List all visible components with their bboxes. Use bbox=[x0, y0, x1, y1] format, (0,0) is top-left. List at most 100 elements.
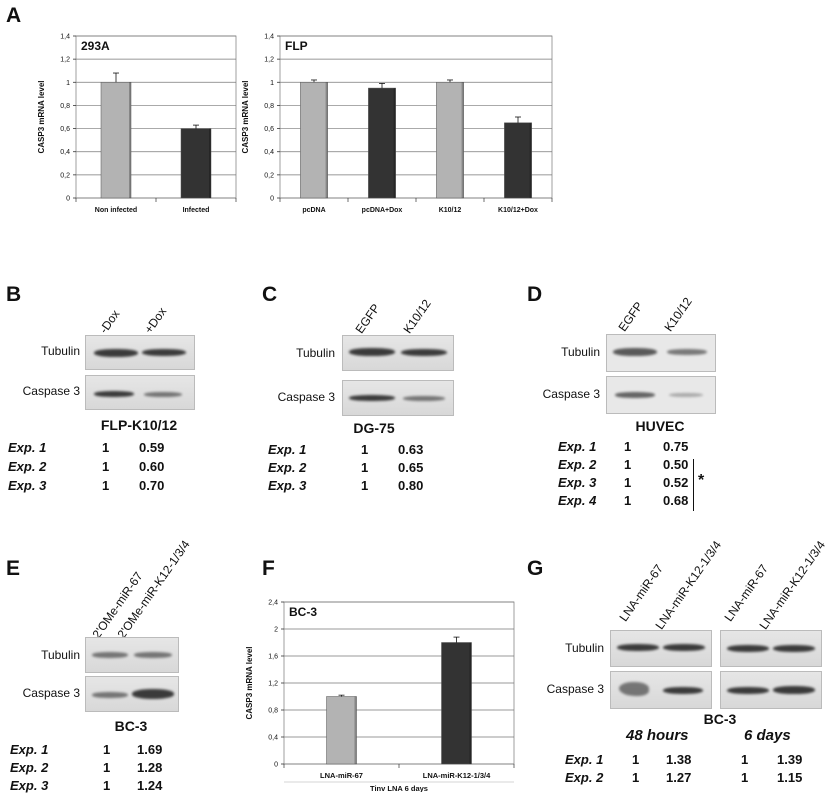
bar-shade bbox=[325, 82, 328, 198]
control-value: 1 bbox=[632, 770, 640, 785]
blot-band bbox=[349, 348, 395, 356]
y-tick-label: 1 bbox=[270, 80, 274, 87]
blot-strip bbox=[85, 676, 179, 712]
control-value: 1 bbox=[632, 752, 640, 767]
blot-row-label: Caspase 3 bbox=[22, 686, 80, 700]
blot-band bbox=[667, 349, 707, 355]
blot-band bbox=[403, 396, 445, 401]
x-tick-label: LNA-miR-67 bbox=[320, 771, 363, 780]
bar bbox=[100, 82, 132, 199]
ratio-value: 1.24 bbox=[137, 778, 163, 793]
exp-label: Exp. 1 bbox=[558, 439, 597, 454]
chart-title: 293A bbox=[81, 39, 110, 53]
y-tick-label: 0,6 bbox=[264, 126, 274, 133]
lane-label: -Dox bbox=[96, 307, 123, 336]
exp-label: Exp. 3 bbox=[10, 778, 49, 793]
blot-strip bbox=[610, 630, 712, 667]
bar bbox=[180, 128, 212, 199]
blot-band bbox=[615, 392, 655, 398]
exp-label: Exp. 4 bbox=[558, 493, 597, 508]
blot-band bbox=[617, 644, 659, 651]
exp-label: Exp. 2 bbox=[558, 457, 597, 472]
y-tick-label: 0,4 bbox=[268, 735, 278, 742]
control-value: 1 bbox=[361, 478, 369, 493]
ratio-value: 1.69 bbox=[137, 742, 163, 757]
y-tick-label: 1,4 bbox=[60, 34, 70, 41]
bar bbox=[326, 696, 357, 765]
x-tick-label: Infected bbox=[183, 207, 210, 214]
ratio-value: 1.28 bbox=[137, 760, 163, 775]
blot-band bbox=[401, 349, 447, 356]
control-value: 1 bbox=[103, 742, 111, 757]
y-tick-label: 0,2 bbox=[60, 172, 70, 179]
ratio-value: 0.63 bbox=[398, 442, 424, 457]
chart-flp: 0 0,2 0,4 0,6 0,8 1 1,2 1,4 CASP3 mRNA level FLP p… bbox=[242, 34, 553, 214]
bar bbox=[368, 87, 396, 199]
x-tick-label: pcDNA bbox=[302, 207, 325, 214]
exp-label: Exp. 3 bbox=[8, 478, 47, 493]
cell-line-label: BC-3 bbox=[703, 711, 737, 727]
y-tick-label: 0 bbox=[66, 196, 70, 203]
exp-label: Exp. 1 bbox=[565, 752, 604, 767]
ratio-value: 1.15 bbox=[777, 770, 803, 785]
lane-label: LNA-miR-K12-1/3/4 bbox=[756, 538, 829, 632]
y-tick-label: 2 bbox=[274, 627, 278, 634]
chart-title: FLP bbox=[285, 39, 308, 53]
blot-strip bbox=[606, 334, 716, 372]
lane-label: K10/12 bbox=[661, 294, 695, 334]
bar bbox=[441, 642, 472, 765]
blot-band bbox=[132, 689, 174, 699]
y-tick-label: 0,8 bbox=[60, 103, 70, 110]
significance-bracket bbox=[693, 459, 694, 511]
blot-row-label: Tubulin bbox=[41, 344, 80, 358]
blot-strip bbox=[85, 637, 179, 673]
ratio-value: 0.75 bbox=[663, 439, 689, 454]
blot-strip bbox=[85, 375, 195, 410]
y-tick-label: 0,4 bbox=[60, 149, 70, 156]
ratio-value: 0.50 bbox=[663, 457, 689, 472]
blot-row-label: Tubulin bbox=[561, 345, 600, 359]
blot-row-label: Tubulin bbox=[41, 648, 80, 662]
control-value: 1 bbox=[741, 770, 749, 785]
blot-band bbox=[349, 395, 395, 401]
blot-band bbox=[94, 349, 138, 357]
exp-label: Exp. 3 bbox=[558, 475, 597, 490]
control-value: 1 bbox=[103, 778, 111, 793]
x-tick-label: K10/12+Dox bbox=[498, 207, 538, 214]
y-tick-label: 1,2 bbox=[60, 57, 70, 64]
bar-shade bbox=[529, 122, 532, 198]
exp-label: Exp. 2 bbox=[268, 460, 307, 475]
blot-band bbox=[134, 652, 172, 658]
ratio-value: 0.70 bbox=[139, 478, 165, 493]
y-tick-label: 0 bbox=[274, 762, 278, 769]
bar bbox=[504, 122, 532, 199]
blot-band bbox=[663, 644, 705, 651]
x-axis-label: Tinv LNA 6 days bbox=[370, 784, 428, 792]
blot-band bbox=[727, 687, 769, 694]
cell-line-label: BC-3 bbox=[114, 718, 148, 734]
control-value: 1 bbox=[624, 493, 632, 508]
blot-row-label: Caspase 3 bbox=[277, 390, 335, 404]
control-value: 1 bbox=[361, 460, 369, 475]
bar bbox=[436, 82, 464, 199]
y-tick-label: 1,6 bbox=[268, 654, 278, 661]
ratio-value: 1.38 bbox=[666, 752, 692, 767]
ratio-value: 1.27 bbox=[666, 770, 692, 785]
blot-strip bbox=[85, 335, 195, 370]
y-tick-label: 0,2 bbox=[264, 172, 274, 179]
blot-band bbox=[663, 687, 703, 694]
control-value: 1 bbox=[624, 457, 632, 472]
y-axis-label: CASP3 mRNA level bbox=[245, 646, 254, 719]
control-value: 1 bbox=[102, 459, 110, 474]
blot-band bbox=[613, 348, 657, 356]
panel-label-e: E bbox=[6, 557, 21, 580]
plot-area bbox=[75, 35, 237, 199]
exp-label: Exp. 1 bbox=[8, 440, 47, 455]
cell-line-label: DG-75 bbox=[353, 420, 395, 436]
panel-label-f: F bbox=[262, 557, 275, 580]
blot-row-label: Caspase 3 bbox=[546, 682, 604, 696]
y-tick-label: 0,4 bbox=[264, 149, 274, 156]
y-tick-label: 1,2 bbox=[268, 681, 278, 688]
ratio-value: 0.52 bbox=[663, 475, 689, 490]
bar-shade bbox=[469, 642, 472, 764]
